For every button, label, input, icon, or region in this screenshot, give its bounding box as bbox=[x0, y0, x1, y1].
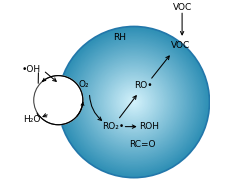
Circle shape bbox=[97, 66, 170, 139]
Circle shape bbox=[123, 91, 144, 113]
Circle shape bbox=[114, 83, 153, 122]
Circle shape bbox=[125, 94, 142, 110]
Circle shape bbox=[121, 90, 145, 114]
Circle shape bbox=[98, 67, 169, 137]
Circle shape bbox=[60, 29, 206, 175]
Circle shape bbox=[120, 89, 147, 115]
Circle shape bbox=[73, 41, 194, 163]
Text: ROH: ROH bbox=[138, 122, 158, 131]
Circle shape bbox=[76, 45, 190, 159]
Circle shape bbox=[106, 74, 161, 130]
Circle shape bbox=[129, 97, 138, 107]
Circle shape bbox=[80, 48, 187, 156]
Circle shape bbox=[127, 96, 139, 108]
Text: VOC: VOC bbox=[170, 41, 189, 50]
Circle shape bbox=[75, 44, 191, 160]
Circle shape bbox=[91, 60, 176, 145]
Circle shape bbox=[68, 36, 199, 168]
Circle shape bbox=[74, 42, 193, 162]
Text: •OH: •OH bbox=[21, 65, 40, 74]
Circle shape bbox=[95, 63, 172, 141]
Circle shape bbox=[96, 64, 171, 140]
Text: O₂: O₂ bbox=[78, 80, 89, 89]
Circle shape bbox=[92, 61, 174, 143]
Circle shape bbox=[34, 76, 82, 125]
Circle shape bbox=[90, 58, 177, 146]
Circle shape bbox=[109, 78, 158, 126]
Circle shape bbox=[87, 56, 179, 148]
Circle shape bbox=[115, 84, 151, 120]
Circle shape bbox=[84, 52, 183, 152]
Circle shape bbox=[104, 73, 162, 131]
Circle shape bbox=[70, 39, 196, 165]
Text: RO•: RO• bbox=[134, 81, 152, 91]
Circle shape bbox=[62, 30, 205, 174]
Circle shape bbox=[93, 62, 173, 142]
Circle shape bbox=[112, 80, 155, 124]
Circle shape bbox=[71, 40, 195, 164]
Circle shape bbox=[110, 79, 156, 125]
Circle shape bbox=[63, 31, 204, 173]
Circle shape bbox=[103, 72, 164, 132]
Circle shape bbox=[113, 81, 154, 123]
Circle shape bbox=[82, 51, 184, 153]
Circle shape bbox=[101, 69, 166, 135]
Circle shape bbox=[131, 100, 136, 104]
Circle shape bbox=[119, 88, 148, 117]
Circle shape bbox=[88, 57, 178, 147]
Circle shape bbox=[86, 55, 181, 149]
Circle shape bbox=[65, 34, 201, 170]
Circle shape bbox=[59, 28, 207, 177]
Circle shape bbox=[85, 53, 182, 151]
Text: RO₂•: RO₂• bbox=[101, 122, 124, 131]
Circle shape bbox=[64, 33, 202, 172]
Circle shape bbox=[58, 26, 209, 178]
Circle shape bbox=[118, 86, 149, 118]
Circle shape bbox=[79, 47, 188, 157]
Circle shape bbox=[67, 35, 200, 169]
Text: RH: RH bbox=[113, 33, 126, 42]
Circle shape bbox=[107, 75, 160, 129]
Text: RC=O: RC=O bbox=[129, 140, 155, 149]
Circle shape bbox=[78, 46, 189, 158]
Text: H₂O: H₂O bbox=[23, 115, 40, 124]
Circle shape bbox=[102, 70, 165, 134]
Circle shape bbox=[99, 68, 167, 136]
Circle shape bbox=[126, 95, 140, 109]
Circle shape bbox=[81, 50, 185, 154]
Circle shape bbox=[124, 92, 143, 112]
Circle shape bbox=[108, 77, 159, 128]
Circle shape bbox=[117, 85, 150, 119]
Text: VOC: VOC bbox=[172, 3, 191, 12]
Circle shape bbox=[69, 37, 198, 167]
Circle shape bbox=[130, 99, 137, 105]
